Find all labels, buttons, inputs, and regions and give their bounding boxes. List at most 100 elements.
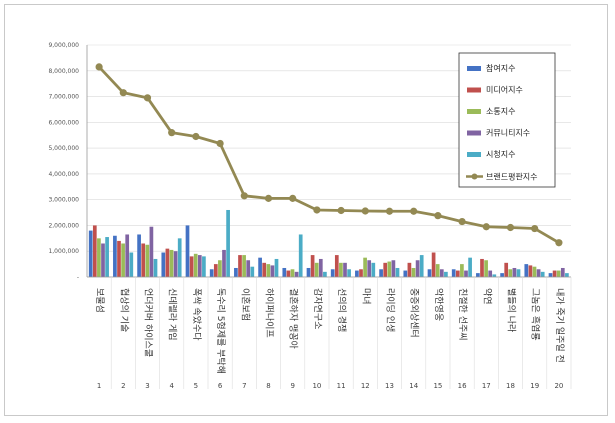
- bar-5: [371, 262, 376, 277]
- bar-5: [565, 273, 569, 277]
- bar-3: [121, 243, 125, 277]
- legend-swatch: [467, 130, 481, 136]
- bar-5: [177, 238, 182, 277]
- bar-3: [169, 249, 174, 277]
- bar-1: [185, 225, 190, 277]
- legend-swatch: [467, 87, 481, 93]
- line-point: [289, 194, 297, 202]
- bar-1: [403, 270, 408, 277]
- bar-3: [314, 262, 319, 277]
- bar-5: [202, 256, 206, 277]
- bar-3: [363, 257, 367, 277]
- line-point: [506, 223, 515, 232]
- x-category-label: 폭싹 속았수다: [191, 288, 203, 341]
- line-point: [95, 63, 103, 71]
- bar-1: [548, 273, 553, 277]
- bar-5: [444, 271, 448, 277]
- x-index-label: 3: [145, 382, 149, 390]
- bar-1: [500, 273, 504, 277]
- bar-5: [153, 258, 158, 277]
- line-point: [264, 194, 273, 202]
- x-index-label: 13: [385, 382, 394, 390]
- y-tick-label: 3,000,000: [48, 197, 79, 204]
- bar-1: [258, 257, 262, 277]
- line-point: [482, 223, 490, 231]
- bar-5: [516, 269, 521, 277]
- bar-5: [492, 274, 497, 277]
- bar-2: [383, 262, 388, 277]
- bar-2: [552, 270, 557, 277]
- x-category-label: 하이퍼나이프: [264, 288, 275, 338]
- bar-2: [286, 270, 291, 277]
- bar-3: [460, 264, 464, 277]
- bar-2: [213, 264, 218, 277]
- bar-5: [298, 234, 303, 277]
- bar-4: [512, 267, 517, 277]
- legend-label: 참여지수: [486, 63, 515, 73]
- bar-2: [334, 255, 339, 277]
- y-tick-label: 7,000,000: [48, 94, 79, 101]
- bar-5: [250, 266, 255, 277]
- bar-4: [318, 258, 323, 277]
- x-index-label: 5: [194, 382, 198, 390]
- bar-1: [524, 264, 529, 277]
- y-tick-label: 1,000,000: [48, 248, 79, 255]
- line-point: [119, 89, 127, 97]
- bar-1: [306, 267, 311, 277]
- legend-label: 소통지수: [486, 107, 515, 116]
- line-point: [458, 217, 466, 226]
- y-tick-label: -: [77, 274, 79, 281]
- x-index-label: 17: [482, 382, 491, 390]
- x-category-label: 내가 죽기 일주일 전: [554, 288, 565, 363]
- bar-1: [330, 269, 335, 277]
- y-tick-label: 2,000,000: [48, 222, 79, 229]
- bar-4: [270, 265, 275, 277]
- x-category-label: 보물섬: [94, 288, 105, 313]
- bar-4: [197, 255, 202, 277]
- bar-3: [484, 260, 488, 277]
- x-category-label: 신데렐라 게임: [167, 288, 179, 341]
- chart-frame: 9,000,000 8,000,000 7,000,000 6,000,000 5,00…: [4, 4, 608, 416]
- line-point: [555, 239, 563, 247]
- x-index-label: 18: [506, 382, 515, 390]
- bar-1: [88, 230, 93, 277]
- bar-4: [464, 270, 468, 277]
- x-category-label: 중증외상센터: [409, 288, 421, 338]
- bar-4: [149, 226, 154, 277]
- bar-4: [222, 249, 226, 277]
- x-index-label: 15: [433, 382, 442, 390]
- bar-4: [536, 269, 541, 277]
- bar-2: [407, 262, 412, 277]
- bar-5: [129, 252, 134, 277]
- legend-swatch: [467, 152, 481, 157]
- bar-4: [125, 234, 130, 277]
- y-tick-label: 9,000,000: [48, 42, 79, 49]
- bar-2: [262, 262, 267, 277]
- legend-label: 미디어지수: [486, 85, 523, 95]
- legend-swatch: [467, 109, 481, 114]
- bar-3: [387, 261, 392, 277]
- legend-swatch: [467, 66, 481, 71]
- line-point: [216, 139, 224, 148]
- x-category-label: 이혼보험: [239, 288, 251, 321]
- bar-3: [290, 269, 295, 277]
- bar-4: [488, 270, 493, 277]
- y-tick-label: 4,000,000: [48, 171, 79, 178]
- bar-4: [560, 267, 565, 277]
- bar-3: [242, 255, 246, 277]
- x-category-label: 감자연구소: [312, 288, 324, 329]
- bar-5: [274, 258, 279, 277]
- legend-label: 시청지수: [486, 150, 515, 159]
- bar-2: [310, 255, 315, 277]
- bar-3: [218, 260, 222, 277]
- x-category-label: 친절한 선주씨: [457, 288, 469, 341]
- line-point: [240, 192, 248, 200]
- y-tick-label: 6,000,000: [48, 119, 79, 126]
- line-point: [313, 206, 321, 214]
- bar-3: [435, 264, 440, 277]
- x-category-label: 선의의 경쟁: [336, 288, 348, 332]
- bar-2: [455, 270, 460, 277]
- bar-2: [141, 243, 146, 277]
- legend-label: 브랜드평판지수: [486, 172, 538, 182]
- bar-4: [439, 269, 444, 277]
